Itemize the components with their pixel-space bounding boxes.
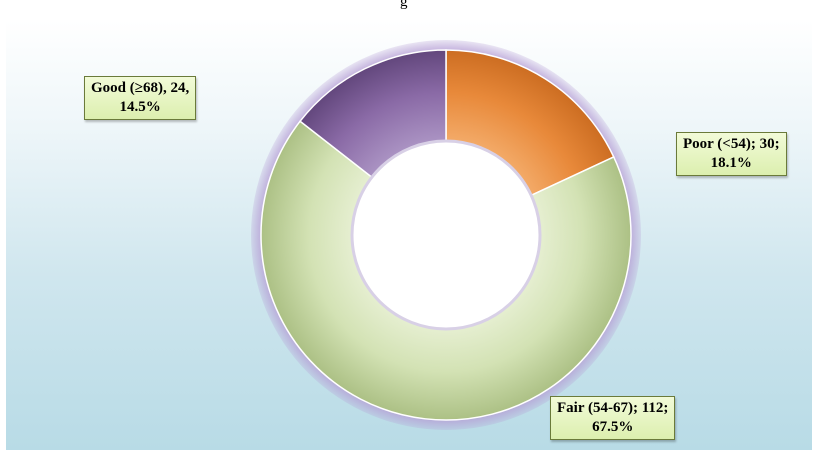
donut-hole bbox=[352, 141, 540, 329]
clipped-title-text: g bbox=[400, 0, 408, 10]
data-label-good: Good (≥68), 24, 14.5% bbox=[84, 76, 197, 120]
data-label-poor: Poor (<54); 30; 18.1% bbox=[676, 132, 787, 176]
donut-hole-shadow bbox=[350, 139, 542, 331]
data-label-fair: Fair (54-67); 112; 67.5% bbox=[550, 396, 676, 440]
clipped-title-fragment: g bbox=[400, 0, 570, 20]
